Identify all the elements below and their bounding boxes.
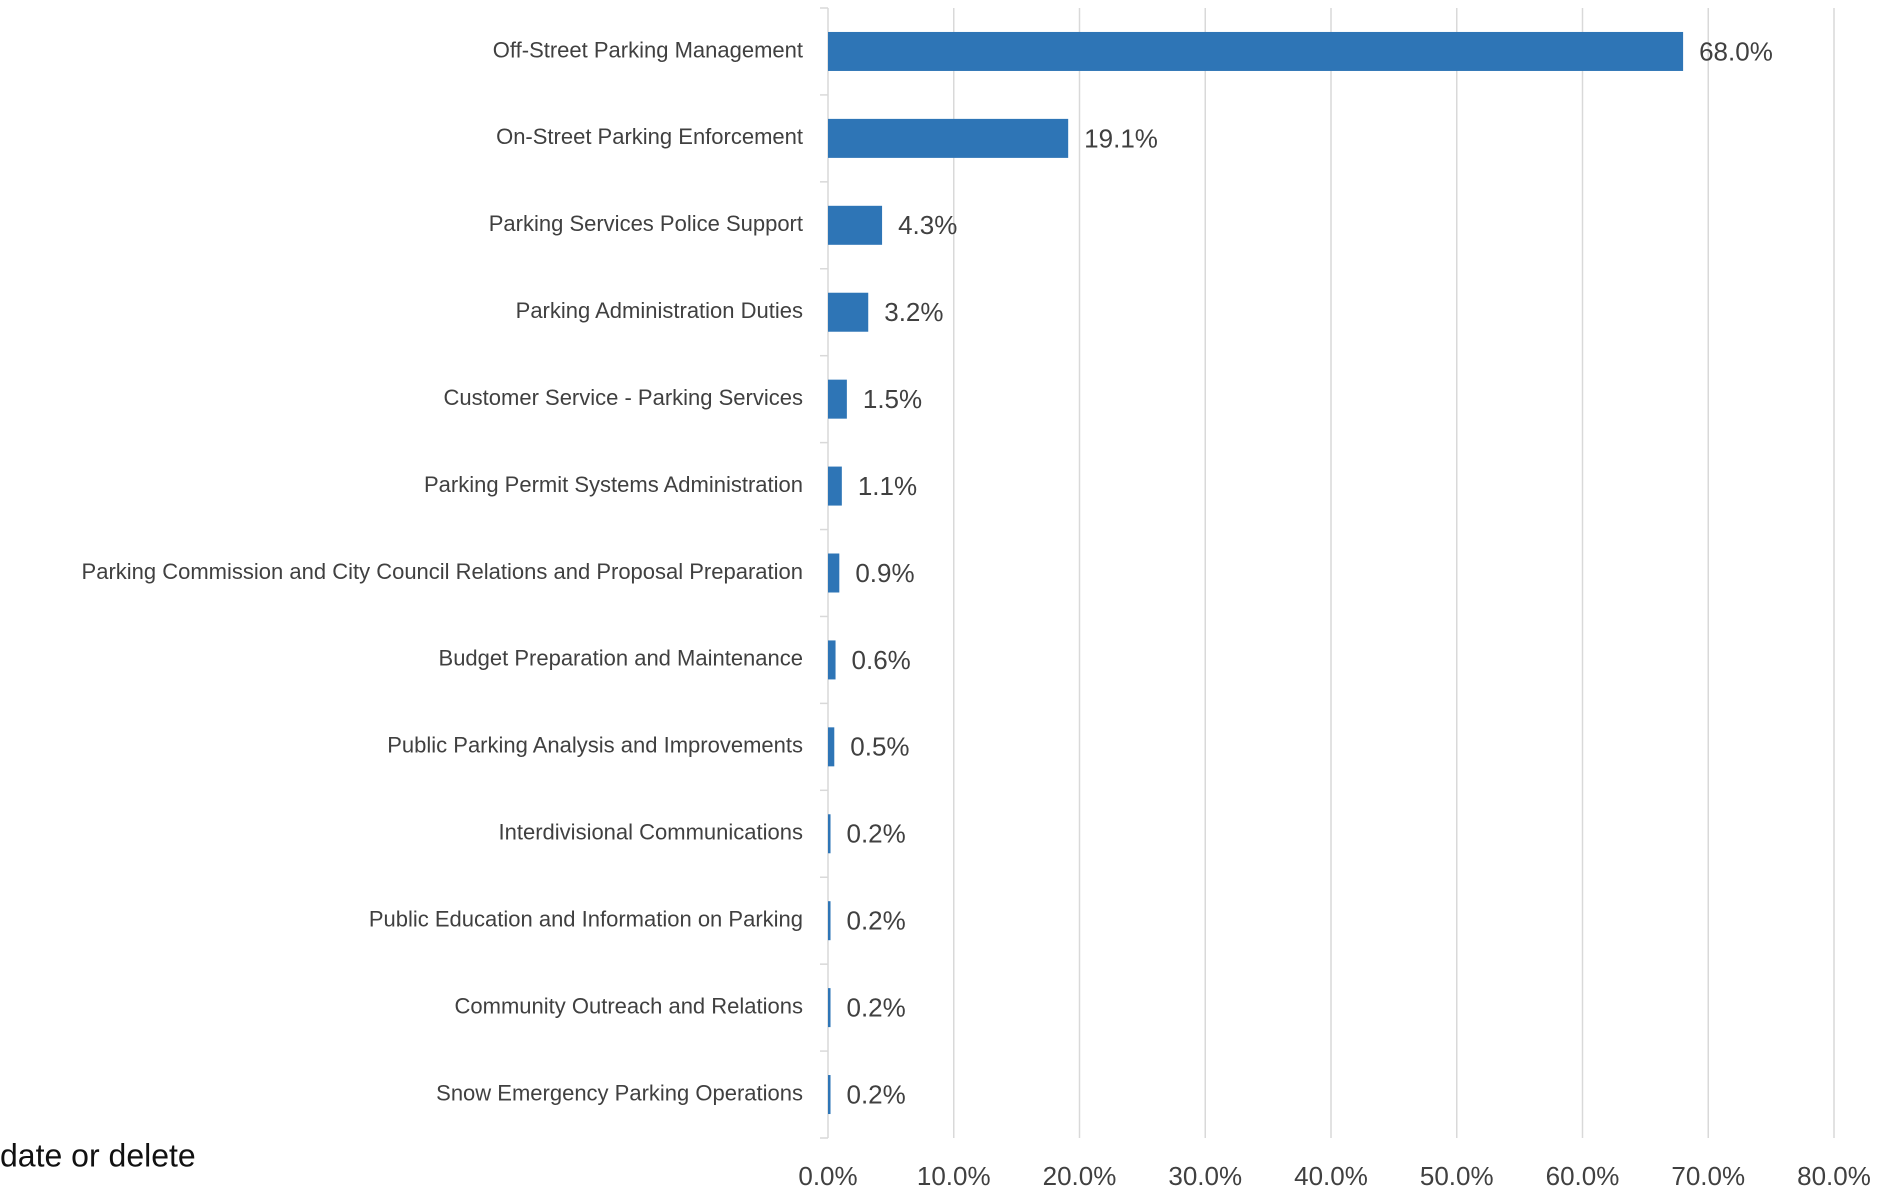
bar [828,31,1684,71]
data-label: 0.2% [847,992,906,1022]
y-tick-label: Customer Service - Parking Services [444,385,803,410]
x-tick-label: 30.0% [1168,1161,1242,1191]
bar [828,640,836,680]
y-tick-label: Public Education and Information on Park… [369,907,803,932]
y-tick-label: Parking Commission and City Council Rela… [82,559,803,584]
y-tick-label: Snow Emergency Parking Operations [436,1080,803,1105]
data-label: 3.2% [884,297,943,327]
y-tick-label: Off-Street Parking Management [493,37,803,62]
y-tick-label: Public Parking Analysis and Improvements [387,733,803,758]
data-label: 4.3% [898,210,957,240]
y-tick-label: Parking Administration Duties [516,298,803,323]
data-label: 19.1% [1084,123,1158,153]
x-tick-label: 40.0% [1294,1161,1368,1191]
data-label: 0.2% [847,906,906,936]
x-tick-label: 50.0% [1420,1161,1494,1191]
bar [828,814,831,854]
data-label: 1.1% [858,471,917,501]
data-label: 0.2% [847,1079,906,1109]
y-tick-label: Interdivisional Communications [499,820,803,845]
y-tick-label: Parking Services Police Support [489,211,803,236]
y-tick-label: Parking Permit Systems Administration [424,472,803,497]
data-label: 1.5% [863,384,922,414]
annotation: date or delete [0,1137,196,1173]
x-tick-label: 20.0% [1043,1161,1117,1191]
bar [828,727,835,767]
bar [828,901,831,941]
data-label: 0.6% [852,645,911,675]
data-label: 0.9% [855,558,914,588]
bar [828,1075,831,1115]
x-tick-label: 70.0% [1671,1161,1745,1191]
bar [828,118,1069,158]
y-tick-label: Budget Preparation and Maintenance [439,646,803,671]
bar [828,553,840,593]
y-tick-label: Community Outreach and Relations [455,993,804,1018]
bar [828,205,883,245]
x-tick-label: 60.0% [1546,1161,1620,1191]
bar [828,466,842,506]
bar [828,988,831,1028]
bar [828,379,847,419]
y-tick-label: On-Street Parking Enforcement [496,124,803,149]
x-tick-label: 10.0% [917,1161,991,1191]
data-label: 0.2% [847,819,906,849]
x-tick-label: 80.0% [1797,1161,1871,1191]
data-label: 0.5% [850,732,909,762]
bar [828,292,869,332]
x-tick-label: 0.0% [798,1161,857,1191]
data-label: 68.0% [1699,36,1773,66]
